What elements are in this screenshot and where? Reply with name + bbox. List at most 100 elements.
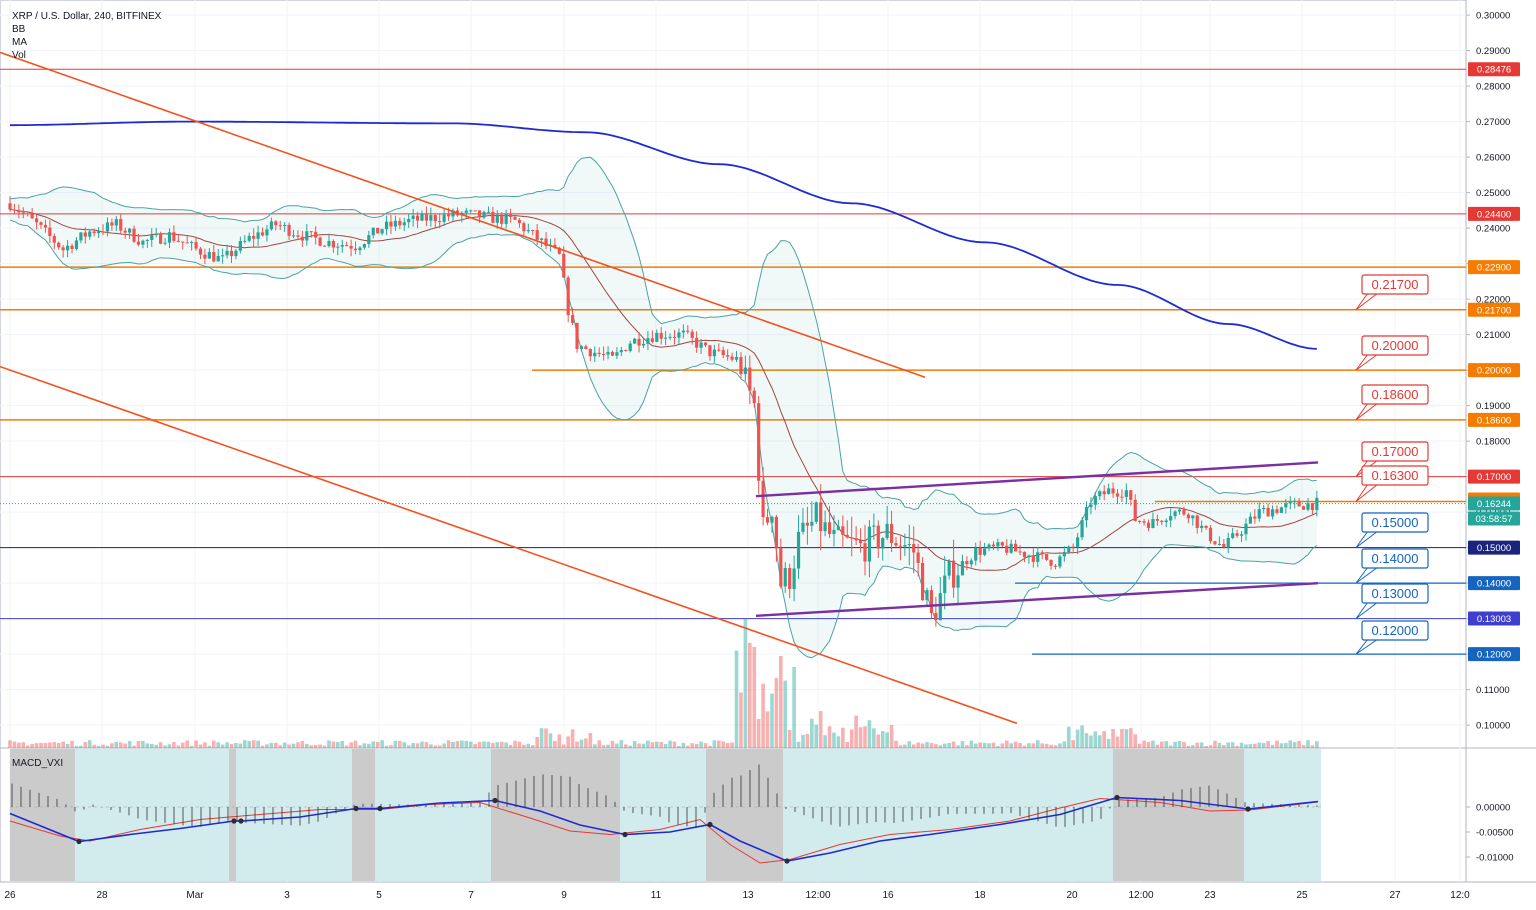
candle-body [637,338,641,346]
volume-bar [903,744,907,748]
candle-body [983,548,987,555]
horizontal-levels [0,68,1466,655]
volume-bar [991,742,996,748]
trend-lines [0,51,1319,725]
volume-bar [318,744,322,748]
volume-bar [748,642,752,748]
price-axis-tag-text: 0.21700 [1477,305,1511,316]
volume-bar [942,743,947,748]
volume-bar [384,745,389,748]
volume-bar [978,742,982,748]
legend-bb[interactable]: BB [12,24,26,35]
candle-body [1169,516,1173,521]
time-tick-label: 3 [284,890,290,901]
candle-body [495,214,499,223]
volume-bar [194,740,198,748]
chart-grid [0,0,1536,883]
candle-body [420,213,424,221]
candle-body [194,242,198,249]
candle-body [176,240,180,242]
candle-body [965,561,969,565]
candle-body [52,236,56,243]
candle-body [74,240,79,250]
price-tick-label: 0.10000 [1476,721,1510,732]
candle-body [571,315,575,323]
volume-bar [947,743,951,748]
legend-ma[interactable]: MA [12,37,27,48]
candle-body [477,210,482,218]
symbol-title[interactable]: XRP / U.S. Dollar, 240, BITFINEX [12,11,162,22]
volume-bar [712,740,717,748]
candle-body [717,349,721,351]
callout-pointer [1355,638,1379,655]
legend-vol[interactable]: Vol [12,50,26,61]
candle-body [1297,500,1301,507]
volume-bar [437,745,442,748]
volume-bar [238,743,243,748]
volume-bar [464,740,469,748]
volume-bar [690,743,695,748]
candle-body [823,522,827,532]
volume-bar [1253,743,1257,748]
macd-indicator-label[interactable]: MACD_VXI [12,758,64,769]
volume-bar [251,740,256,748]
candle-body [464,210,468,213]
price-tick-label: 0.11000 [1476,685,1510,696]
volume-bar [659,741,664,748]
price-axis-tag-bg [1468,363,1520,378]
candle-body [1284,503,1288,508]
time-tick-label: 26 [4,890,16,901]
price-axis-tag-text: 0.17000 [1477,472,1511,483]
volume-bar [322,745,327,748]
volume-bar [8,740,12,748]
candle-body [1239,534,1244,536]
candle-body [1244,523,1248,535]
volume-bar [21,742,26,748]
candle-body [907,544,911,546]
candle-body [207,252,211,259]
candle-body [1053,565,1058,567]
bb-lower [9,219,1318,659]
candle-body [300,236,304,241]
candle-body [1306,503,1310,510]
volume-bar [1195,742,1200,748]
volume-bar [965,745,969,748]
candle-body [1217,543,1221,545]
candle-body [433,215,437,222]
candle-body [1138,520,1142,522]
volume-bar [1199,742,1204,748]
candle-body [446,214,451,217]
candle-body [889,523,894,544]
channel-lower [755,581,1319,617]
candle-body [1014,543,1018,552]
volume-bar [743,618,748,748]
candle-body [1213,541,1217,545]
price-axis-tag-bg [1468,576,1520,591]
volume-bar [818,711,823,748]
time-tick-label: 28 [96,890,108,901]
callout-text: 0.17000 [1372,444,1419,459]
candle-body [429,215,433,221]
volume-bar [402,742,407,748]
candle-body [912,544,916,553]
time-tick-label: 12:00 [805,890,830,901]
volume-bar [1089,735,1093,748]
candle-body [345,245,349,247]
volume-bar [39,742,43,748]
volume-bar [132,745,136,748]
volume-bar [83,741,88,748]
bb-upper [9,156,1317,530]
callout-pointer [1355,530,1379,549]
price-axis-tag-bg [1468,496,1520,511]
candle-body [1022,551,1027,558]
price-axis-tag-bg [1468,611,1520,626]
volume-bar [841,727,845,748]
volume-bar [973,743,978,748]
volume-bar [398,740,402,748]
price-axis-tag: 0.17000 [1468,469,1520,484]
volume-bar [1040,743,1044,748]
candle-body [1248,516,1252,524]
candle-body [938,593,942,621]
volume-bar [1222,745,1226,748]
